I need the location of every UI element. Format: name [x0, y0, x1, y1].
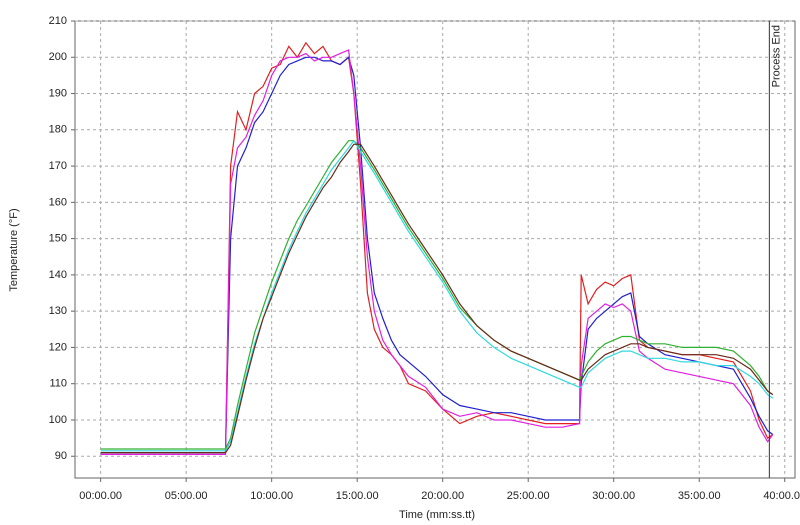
x-axis-label: Time (mm:ss.tt)	[399, 509, 475, 521]
y-tick-label: 180	[49, 124, 67, 136]
y-tick-label: 200	[49, 51, 67, 63]
y-tick-label: 130	[49, 305, 67, 317]
x-tick-label: 00:00.00	[79, 490, 122, 502]
x-tick-label: 40:00.00	[763, 490, 800, 502]
y-tick-label: 110	[49, 378, 67, 390]
x-tick-label: 05:00.00	[165, 490, 208, 502]
y-tick-label: 150	[49, 233, 67, 245]
y-tick-label: 100	[49, 414, 67, 426]
x-tick-label: 30:00.00	[592, 490, 635, 502]
x-tick-label: 35:00.00	[678, 490, 721, 502]
x-tick-label: 10:00.00	[250, 490, 293, 502]
y-tick-label: 170	[49, 160, 67, 172]
y-tick-label: 210	[49, 15, 67, 27]
x-tick-label: 20:00.00	[421, 490, 464, 502]
x-tick-label: 15:00.00	[336, 490, 379, 502]
y-tick-label: 190	[49, 87, 67, 99]
series-line	[100, 143, 774, 454]
annotation: Process End	[770, 25, 782, 87]
y-axis-label: Temperature (°F)	[8, 208, 20, 291]
plot-area	[74, 20, 796, 479]
y-tick-label: 120	[49, 341, 67, 353]
y-tick-label: 90	[55, 450, 67, 462]
y-tick-label: 160	[49, 196, 67, 208]
series-line	[100, 140, 774, 450]
y-tick-label: 140	[49, 269, 67, 281]
x-tick-label: 25:00.00	[507, 490, 550, 502]
